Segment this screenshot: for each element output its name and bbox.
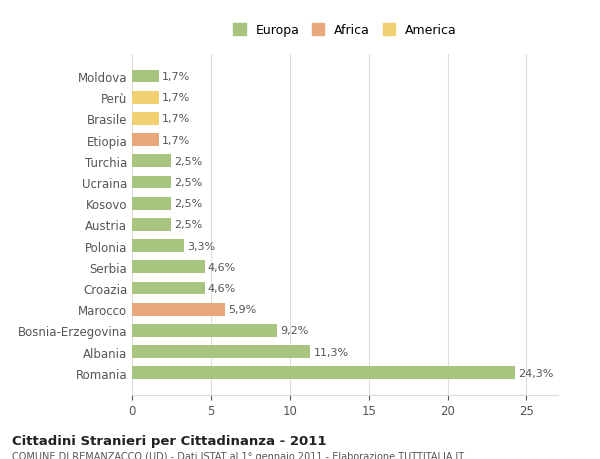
- Text: 3,3%: 3,3%: [187, 241, 215, 251]
- Bar: [132, 176, 172, 189]
- Text: 24,3%: 24,3%: [518, 368, 554, 378]
- Text: 1,7%: 1,7%: [162, 114, 190, 124]
- Bar: [132, 367, 515, 379]
- Bar: [132, 113, 159, 125]
- Text: 9,2%: 9,2%: [280, 326, 308, 336]
- Bar: [132, 92, 159, 104]
- Text: 11,3%: 11,3%: [313, 347, 349, 357]
- Text: COMUNE DI REMANZACCO (UD) - Dati ISTAT al 1° gennaio 2011 - Elaborazione TUTTITA: COMUNE DI REMANZACCO (UD) - Dati ISTAT a…: [12, 451, 464, 459]
- Bar: [132, 346, 310, 358]
- Bar: [132, 261, 205, 274]
- Bar: [132, 71, 159, 83]
- Text: 1,7%: 1,7%: [162, 72, 190, 82]
- Text: 2,5%: 2,5%: [175, 220, 203, 230]
- Text: 4,6%: 4,6%: [208, 262, 236, 272]
- Bar: [132, 240, 184, 252]
- Bar: [132, 218, 172, 231]
- Text: 2,5%: 2,5%: [175, 157, 203, 167]
- Bar: [132, 197, 172, 210]
- Bar: [132, 282, 205, 295]
- Text: 2,5%: 2,5%: [175, 199, 203, 209]
- Legend: Europa, Africa, America: Europa, Africa, America: [229, 21, 461, 41]
- Text: 5,9%: 5,9%: [228, 304, 256, 314]
- Text: 1,7%: 1,7%: [162, 135, 190, 146]
- Text: Cittadini Stranieri per Cittadinanza - 2011: Cittadini Stranieri per Cittadinanza - 2…: [12, 434, 326, 447]
- Bar: [132, 303, 225, 316]
- Text: 4,6%: 4,6%: [208, 283, 236, 293]
- Bar: [132, 325, 277, 337]
- Text: 1,7%: 1,7%: [162, 93, 190, 103]
- Bar: [132, 134, 159, 147]
- Text: 2,5%: 2,5%: [175, 178, 203, 188]
- Bar: [132, 155, 172, 168]
